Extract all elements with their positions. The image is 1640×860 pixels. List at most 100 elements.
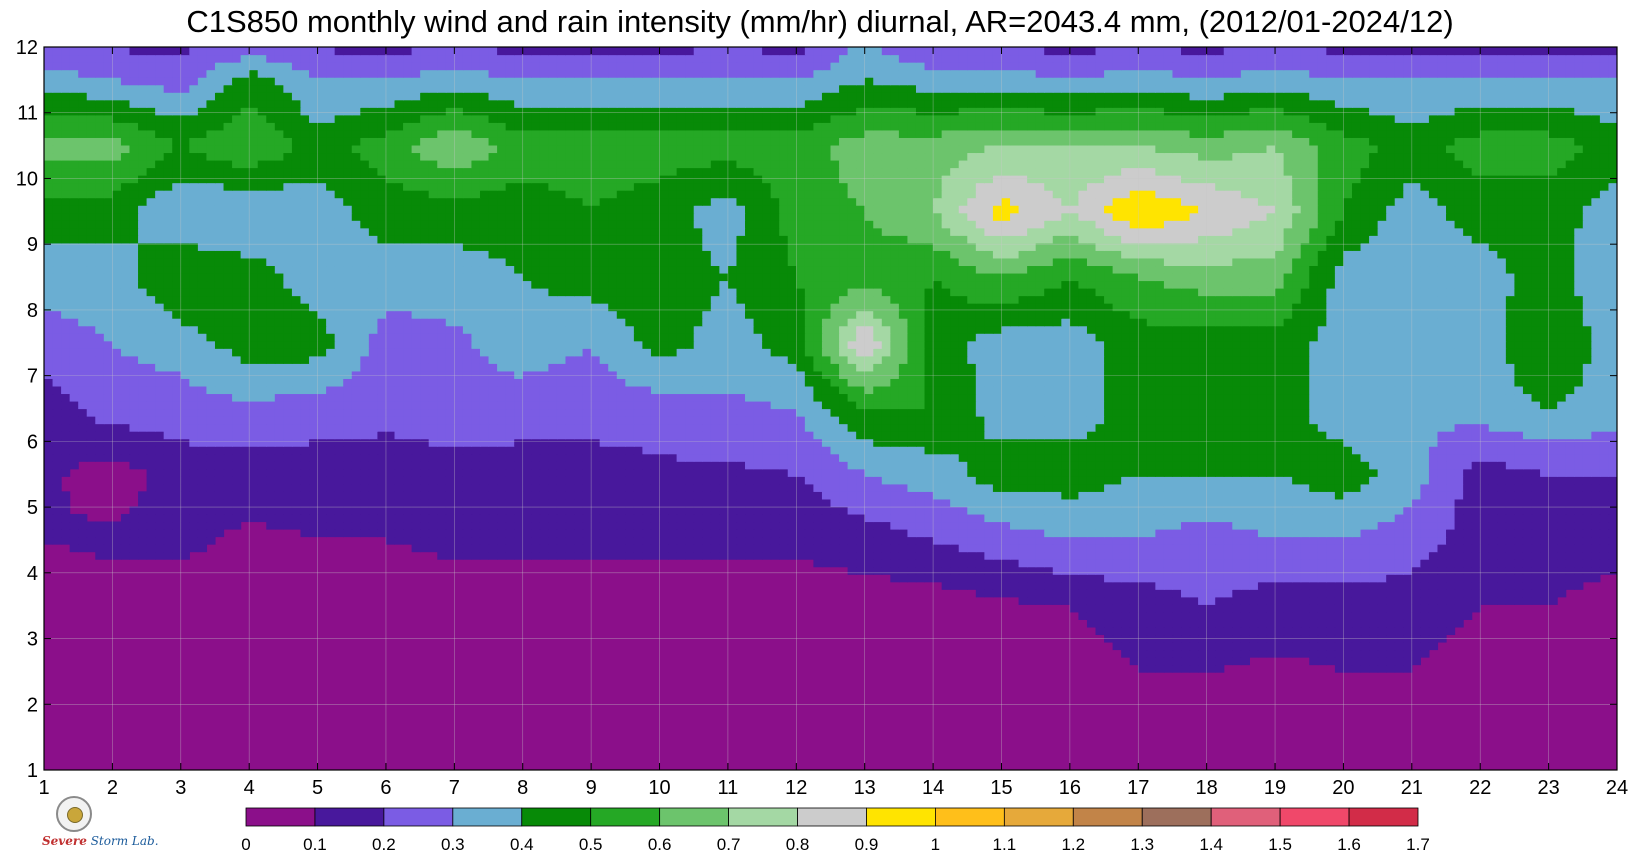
contour-cell [1532, 537, 1541, 545]
contour-cell [1540, 424, 1549, 432]
contour-cell [1070, 401, 1079, 409]
contour-cell [625, 521, 634, 529]
contour-cell [181, 431, 190, 439]
contour-cell [1540, 401, 1549, 409]
contour-cell [480, 416, 489, 424]
contour-cell [1266, 567, 1275, 575]
contour-cell [206, 514, 215, 522]
contour-cell [1497, 499, 1506, 507]
contour-cell [583, 476, 592, 484]
contour-cell [1326, 589, 1335, 597]
contour-cell [1155, 476, 1164, 484]
contour-cell [1412, 619, 1421, 627]
contour-cell [1301, 484, 1310, 492]
contour-cell [600, 439, 609, 447]
contour-cell [241, 439, 250, 447]
contour-cell [1514, 431, 1523, 439]
contour-cell [446, 401, 455, 409]
contour-cell [993, 454, 1002, 462]
contour-cell [172, 491, 181, 499]
contour-cell [155, 499, 164, 507]
contour-cell [412, 529, 421, 537]
contour-cell [104, 439, 113, 447]
contour-cell [352, 416, 361, 424]
contour-cell [993, 431, 1002, 439]
contour-cell [377, 409, 386, 417]
contour-cell [1053, 537, 1062, 545]
contour-cell [514, 506, 523, 514]
contour-cell [788, 424, 797, 432]
contour-cell [625, 544, 634, 552]
contour-cell [1215, 409, 1224, 417]
contour-cell [1574, 469, 1583, 477]
contour-cell [1326, 454, 1335, 462]
contour-cell [694, 446, 703, 454]
contour-cell [1292, 386, 1301, 394]
contour-cell [1489, 506, 1498, 514]
contour-cell [1600, 529, 1609, 537]
contour-cell [326, 416, 335, 424]
contour-cell [1001, 469, 1010, 477]
contour-cell [625, 552, 634, 560]
contour-cell [514, 416, 523, 424]
contour-cell [164, 469, 173, 477]
contour-cell [1352, 589, 1361, 597]
contour-cell [412, 386, 421, 394]
contour-cell [1198, 506, 1207, 514]
contour-cell [1309, 529, 1318, 537]
contour-cell [788, 552, 797, 560]
contour-cell [437, 491, 446, 499]
contour-cell [1130, 627, 1139, 635]
contour-cell [1113, 552, 1122, 560]
contour-cell [1318, 454, 1327, 462]
contour-cell [1241, 454, 1250, 462]
contour-cell [454, 521, 463, 529]
contour-cell [1258, 521, 1267, 529]
contour-cell [745, 393, 754, 401]
contour-cell [625, 514, 634, 522]
contour-cell [882, 439, 891, 447]
contour-cell [1532, 514, 1541, 522]
contour-cell [805, 506, 814, 514]
contour-cell [1113, 612, 1122, 620]
contour-cell [215, 514, 224, 522]
contour-cell [1480, 552, 1489, 560]
contour-cell [540, 506, 549, 514]
contour-cell [642, 506, 651, 514]
contour-cell [736, 521, 745, 529]
contour-cell [1215, 650, 1224, 658]
contour-cell [1172, 597, 1181, 605]
contour-cell [249, 514, 258, 522]
contour-cell [70, 431, 79, 439]
contour-cell [634, 552, 643, 560]
contour-cell [164, 424, 173, 432]
contour-cell [1369, 619, 1378, 627]
contour-cell [335, 506, 344, 514]
contour-cell [976, 431, 985, 439]
contour-cell [514, 514, 523, 522]
contour-cell [446, 552, 455, 560]
contour-cell [788, 386, 797, 394]
contour-cell [1190, 567, 1199, 575]
contour-cell [882, 529, 891, 537]
contour-cell [1600, 424, 1609, 432]
contour-cell [1378, 537, 1387, 545]
contour-cell [865, 499, 874, 507]
contour-cell [1540, 476, 1549, 484]
contour-cell [1275, 521, 1284, 529]
contour-cell [412, 499, 421, 507]
contour-cell [557, 386, 566, 394]
contour-cell [1455, 446, 1464, 454]
contour-cell [112, 409, 121, 417]
contour-cell [950, 567, 959, 575]
contour-cell [796, 378, 805, 386]
contour-cell [1061, 544, 1070, 552]
contour-cell [1514, 506, 1523, 514]
contour-cell [668, 552, 677, 560]
contour-cell [984, 431, 993, 439]
contour-cell [61, 521, 70, 529]
contour-cell [1292, 506, 1301, 514]
contour-cell [1061, 506, 1070, 514]
contour-cell [360, 529, 369, 537]
contour-cell [856, 544, 865, 552]
